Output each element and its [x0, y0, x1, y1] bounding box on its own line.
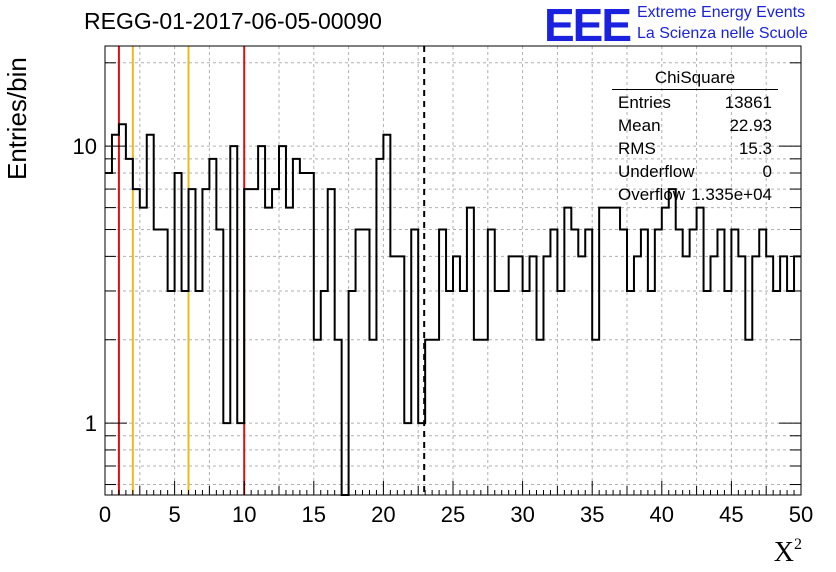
x-axis-label-text: X — [773, 537, 794, 568]
x-tick-label: 5 — [168, 502, 180, 527]
stats-row-underflow: Underflow 0 — [612, 160, 778, 183]
logo-subtitle-line2: La Scienza nelle Scuole — [637, 25, 808, 42]
y-tick-label: 10 — [73, 134, 97, 159]
stats-value: 1.335e+04 — [691, 185, 772, 204]
stats-row-rms: RMS 15.3 — [612, 137, 778, 160]
x-tick-label: 0 — [99, 502, 111, 527]
stats-box-name: ChiSquare — [612, 68, 778, 90]
stats-box: ChiSquare Entries 13861 Mean 22.93 RMS 15.3… — [612, 68, 778, 206]
logo-subtitle-line1: Extreme Energy Events — [637, 4, 806, 21]
x-tick-label: 15 — [302, 502, 326, 527]
x-tick-label: 30 — [510, 502, 534, 527]
stats-row-mean: Mean 22.93 — [612, 114, 778, 137]
eee-logo: EEE — [544, 0, 632, 51]
x-tick-label: 10 — [232, 502, 256, 527]
stats-value: 15.3 — [738, 139, 772, 158]
stats-value: 0 — [762, 162, 772, 181]
stats-value: 13861 — [724, 93, 772, 112]
stats-label: Entries — [618, 93, 671, 112]
x-tick-label: 40 — [650, 502, 674, 527]
histogram-series — [105, 123, 801, 496]
stats-label: Mean — [618, 116, 661, 135]
stats-label: RMS — [618, 139, 656, 158]
x-tick-label: 50 — [789, 502, 813, 527]
x-axis-label: X2 — [774, 536, 802, 569]
x-tick-label: 45 — [719, 502, 743, 527]
axes: 0 5 10 15 20 25 30 35 40 45 50 1 10 — [73, 45, 813, 527]
reference-lines — [117, 46, 426, 495]
x-tick-label: 35 — [580, 502, 604, 527]
y-tick-label: 1 — [85, 411, 97, 436]
stats-label: Overflow — [618, 185, 686, 204]
stats-value: 22.93 — [729, 116, 772, 135]
x-tick-label: 20 — [371, 502, 395, 527]
stats-label: Underflow — [618, 162, 695, 181]
stats-row-entries: Entries 13861 — [612, 91, 778, 114]
y-axis-label: Entries/bin — [2, 57, 32, 180]
chart-title: REGG-01-2017-06-05-00090 — [84, 8, 382, 34]
logo-subtitle: Extreme Energy Events La Scienza nelle S… — [637, 2, 808, 44]
x-tick-label: 25 — [441, 502, 465, 527]
stats-row-overflow: Overflow 1.335e+04 — [612, 183, 778, 206]
x-axis-label-superscript: 2 — [794, 536, 802, 553]
